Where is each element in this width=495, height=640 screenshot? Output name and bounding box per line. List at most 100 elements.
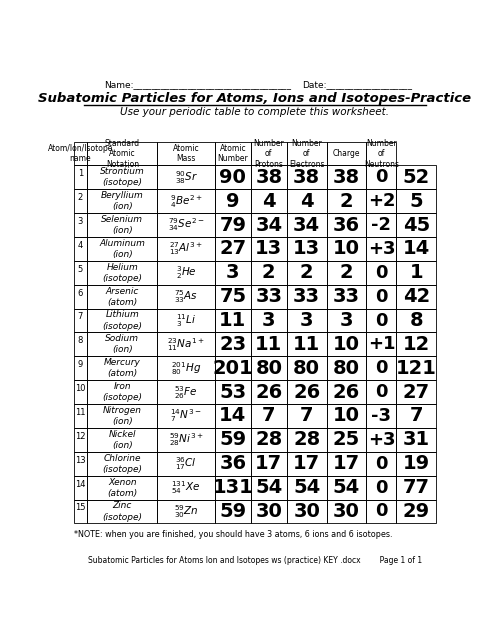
Bar [287, 213, 327, 237]
Bar [215, 500, 251, 524]
Text: 15: 15 [75, 504, 86, 513]
Text: 80: 80 [255, 359, 282, 378]
Bar [396, 500, 436, 524]
Text: 11: 11 [255, 335, 283, 354]
Bar [157, 476, 215, 500]
Bar [73, 237, 88, 261]
Text: 17: 17 [333, 454, 360, 473]
Bar [327, 476, 366, 500]
Text: 17: 17 [255, 454, 282, 473]
Text: 1: 1 [409, 263, 423, 282]
Text: +3: +3 [368, 240, 395, 258]
Bar [73, 165, 88, 189]
Bar [327, 404, 366, 428]
Text: Nickel
(ion): Nickel (ion) [108, 430, 136, 450]
Bar [88, 261, 157, 285]
Bar [251, 404, 287, 428]
Bar [366, 261, 396, 285]
Text: $^{90}_{38}Sr$: $^{90}_{38}Sr$ [175, 169, 198, 186]
Text: 59: 59 [219, 502, 247, 521]
Bar [251, 332, 287, 356]
Text: $^{36}_{17}Cl$: $^{36}_{17}Cl$ [175, 455, 197, 472]
Text: 53: 53 [219, 383, 247, 402]
Bar [73, 380, 88, 404]
Text: 14: 14 [75, 479, 86, 488]
Bar [287, 428, 327, 452]
Bar [88, 142, 157, 165]
Text: 38: 38 [293, 168, 320, 187]
Bar [287, 356, 327, 380]
Bar [215, 380, 251, 404]
Bar [88, 452, 157, 476]
Text: 4: 4 [300, 191, 313, 211]
Text: 33: 33 [333, 287, 360, 306]
Bar [157, 308, 215, 332]
Bar [287, 404, 327, 428]
Bar [327, 380, 366, 404]
Bar [251, 189, 287, 213]
Text: 17: 17 [293, 454, 320, 473]
Text: 201: 201 [213, 359, 253, 378]
Bar [287, 165, 327, 189]
Text: 27: 27 [219, 239, 247, 259]
Text: $^{14}_{7}N^{3-}$: $^{14}_{7}N^{3-}$ [170, 408, 202, 424]
Bar [157, 356, 215, 380]
Bar [88, 165, 157, 189]
Text: Mercury
(atom): Mercury (atom) [104, 358, 141, 378]
Text: 6: 6 [78, 289, 83, 298]
Text: Helium
(isotope): Helium (isotope) [102, 262, 143, 283]
Bar [157, 213, 215, 237]
Bar [73, 476, 88, 500]
Text: 2: 2 [262, 263, 276, 282]
Text: 80: 80 [293, 359, 320, 378]
Bar [215, 189, 251, 213]
Text: 7: 7 [300, 406, 313, 426]
Bar [157, 261, 215, 285]
Text: 75: 75 [219, 287, 247, 306]
Text: 38: 38 [333, 168, 360, 187]
Bar [396, 261, 436, 285]
Text: 9: 9 [226, 191, 240, 211]
Text: 33: 33 [293, 287, 320, 306]
Text: 25: 25 [333, 430, 360, 449]
Bar [88, 356, 157, 380]
Text: 3: 3 [78, 217, 83, 226]
Bar [88, 404, 157, 428]
Bar [327, 308, 366, 332]
Bar [396, 213, 436, 237]
Bar [396, 165, 436, 189]
Bar [366, 285, 396, 308]
Bar [396, 308, 436, 332]
Bar [396, 452, 436, 476]
Bar [157, 452, 215, 476]
Bar [88, 500, 157, 524]
Text: 79: 79 [219, 216, 247, 234]
Text: 0: 0 [375, 168, 388, 186]
Bar [88, 380, 157, 404]
Bar [396, 237, 436, 261]
Bar [366, 213, 396, 237]
Text: 0: 0 [375, 287, 388, 306]
Bar [287, 237, 327, 261]
Bar [287, 308, 327, 332]
Text: Name:___________________________________: Name:___________________________________ [104, 80, 292, 89]
Bar [396, 380, 436, 404]
Text: 90: 90 [219, 168, 247, 187]
Text: 42: 42 [402, 287, 430, 306]
Text: Strontium
(isotope): Strontium (isotope) [100, 167, 145, 188]
Bar [215, 237, 251, 261]
Text: 13: 13 [255, 239, 282, 259]
Bar [327, 189, 366, 213]
Text: 0: 0 [375, 479, 388, 497]
Text: Number
of
Neutrons: Number of Neutrons [364, 139, 399, 169]
Text: Charge: Charge [333, 149, 360, 158]
Text: 4: 4 [78, 241, 83, 250]
Text: +2: +2 [368, 192, 395, 210]
Bar [327, 332, 366, 356]
Bar [73, 356, 88, 380]
Text: 0: 0 [375, 455, 388, 473]
Text: 80: 80 [333, 359, 360, 378]
Bar [327, 500, 366, 524]
Text: 2: 2 [78, 193, 83, 202]
Text: 12: 12 [75, 432, 86, 441]
